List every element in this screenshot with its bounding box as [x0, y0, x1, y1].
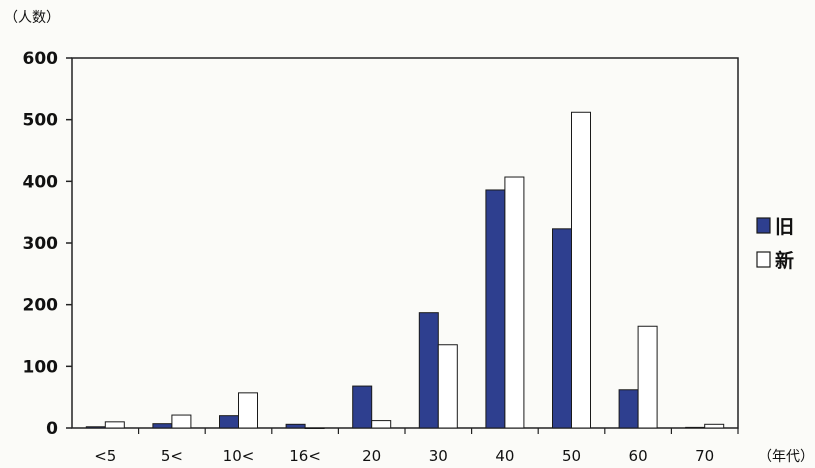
- x-tick-label: 30: [429, 447, 448, 465]
- bar-new: [504, 176, 525, 429]
- bar-new: [437, 344, 458, 429]
- bar-new: [238, 392, 258, 429]
- x-tick-label: 5<: [161, 447, 183, 465]
- legend-label: 旧: [775, 216, 794, 238]
- x-tick-label: 50: [562, 447, 581, 465]
- x-axis: <5 5< 10< 16< 20 30 40 50 60 70: [94, 428, 739, 465]
- bars-group: [85, 111, 725, 429]
- bar-new: [104, 421, 125, 429]
- bar-old: [352, 385, 373, 429]
- y-tick-label: 600: [23, 49, 59, 69]
- y-axis-label: （人数）: [4, 10, 60, 26]
- bar-new: [171, 414, 192, 429]
- x-tick-label: 70: [695, 447, 714, 465]
- bar-old: [485, 189, 506, 429]
- y-tick-label: 0: [46, 419, 58, 439]
- bar-new: [571, 111, 591, 429]
- legend: 旧新: [756, 216, 794, 272]
- x-axis-label: （年代）: [758, 449, 814, 465]
- bar-new: [704, 423, 725, 429]
- bar-new: [637, 325, 658, 429]
- legend-swatch: [756, 217, 771, 234]
- x-tick-label: <5: [94, 447, 116, 465]
- bar-old: [219, 415, 239, 429]
- bar-old: [552, 228, 572, 429]
- bar-old: [152, 423, 173, 429]
- bar-old: [618, 389, 639, 429]
- x-tick-label: 20: [362, 447, 381, 465]
- legend-label: 新: [775, 249, 794, 272]
- x-tick-label: 16<: [289, 447, 321, 465]
- bar-old: [285, 423, 306, 429]
- x-tick-label: 40: [495, 447, 514, 465]
- bar-old: [685, 426, 706, 429]
- bar-old: [418, 312, 439, 429]
- y-axis: 0 100 200 300 400 500 600: [23, 49, 72, 439]
- legend-swatch: [756, 251, 771, 268]
- x-tick-label: 10<: [223, 447, 255, 465]
- x-tick-label: 60: [629, 447, 648, 465]
- y-tick-label: 200: [23, 296, 59, 316]
- y-tick-label: 400: [23, 172, 59, 192]
- y-tick-label: 100: [23, 357, 59, 377]
- y-tick-label: 500: [23, 111, 59, 131]
- bar-old: [85, 426, 106, 429]
- bar-new: [371, 420, 392, 429]
- y-tick-label: 300: [23, 234, 59, 254]
- bar-new: [304, 427, 325, 429]
